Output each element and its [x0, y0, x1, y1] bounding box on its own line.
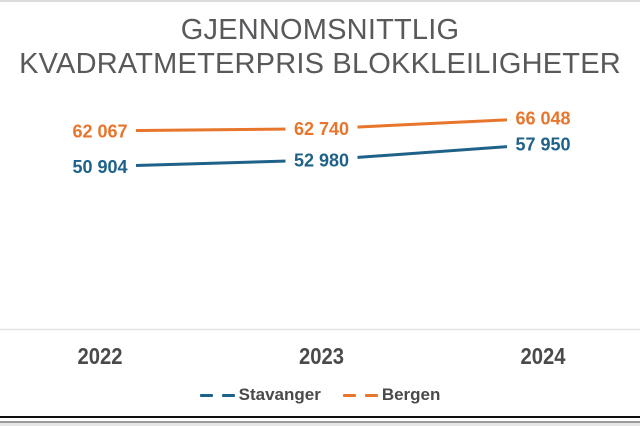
data-label-mask [285, 116, 358, 142]
data-label-mask [507, 105, 579, 131]
legend-dashed-line-icon [342, 393, 378, 397]
data-label-bergen-2023: 62 740 [294, 119, 349, 139]
legend-item-bergen: Bergen [342, 385, 441, 405]
data-label-stavanger-2022: 50 904 [72, 157, 127, 177]
data-label-stavanger-2023: 52 980 [294, 150, 349, 170]
legend-item-stavanger: Stavanger [199, 385, 321, 405]
legend-label: Bergen [381, 385, 441, 404]
data-label-mask [507, 131, 579, 157]
x-tick-label-2023: 2023 [299, 343, 344, 369]
chart-title-line2: KVADRATMETERPRIS BLOKKLEILIGHETER [19, 48, 621, 80]
x-tick-label-2022: 2022 [78, 343, 123, 369]
data-label-bergen-2022: 62 067 [72, 121, 127, 141]
data-label-bergen-2024: 66 048 [515, 109, 570, 129]
legend-label: Stavanger [238, 385, 321, 404]
chart-legend: Stavanger Bergen [0, 383, 640, 407]
bottom-gray-line [0, 421, 640, 423]
bottom-black-line [0, 416, 640, 418]
data-label-mask [64, 154, 136, 180]
chart-title: GJENNOMSNITTLIG KVADRATMETERPRIS BLOKKLE… [0, 13, 640, 81]
x-tick-label-2024: 2024 [521, 343, 566, 369]
data-label-mask [64, 118, 136, 144]
data-label-mask [285, 147, 358, 173]
legend-dashed-line-icon [199, 393, 235, 397]
bottom-edge-strip [0, 416, 640, 426]
data-label-stavanger-2024: 57 950 [515, 135, 570, 155]
chart-title-line1: GJENNOMSNITTLIG [180, 14, 460, 46]
top-edge-strip [0, 0, 640, 2]
